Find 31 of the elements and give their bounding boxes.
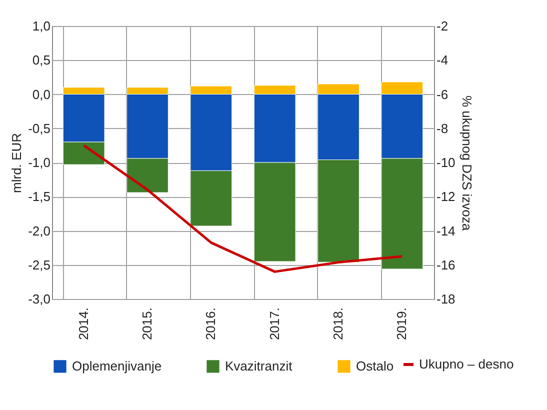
y-tick-label: 0,5: [32, 52, 50, 68]
y-tick-label: 1,0: [32, 18, 50, 34]
line-series: [82, 144, 404, 273]
y2-tick-label: -8: [436, 120, 448, 136]
x-tick-label: 2019.: [394, 308, 410, 340]
x-tick-label: 2014.: [76, 308, 91, 340]
y2-tick-label: -2: [436, 18, 448, 34]
x-tick-label: 2017.: [266, 308, 282, 340]
y-tick-label: -2,5: [28, 257, 50, 272]
x-tick-label: 2016.: [203, 308, 218, 340]
y2-tick-label: -6: [436, 86, 448, 102]
y2-axis-title: % ukupnog DZS izvoza: [459, 95, 474, 232]
y2-tick-label: -4: [436, 52, 448, 68]
x-tick-label: 2018.: [330, 308, 346, 340]
y-axis-title: mlrd. EUR: [9, 133, 24, 193]
legend-label: Kvazitranzit: [225, 358, 293, 374]
y-tick-label: -2,0: [28, 223, 50, 238]
y-tick-label: -0,5: [28, 120, 50, 136]
y-tick-label: 0,0: [32, 86, 50, 102]
legend-label: Ostalo: [356, 358, 394, 374]
y-tick-label: -1,0: [28, 155, 50, 170]
y2-tick-label: -14: [436, 223, 456, 238]
y-tick-label: -3,0: [28, 292, 50, 306]
y2-tick-label: -12: [436, 189, 456, 204]
x-tick-label: 2015.: [140, 308, 154, 340]
legend-label: Ukupno – desno: [419, 356, 514, 372]
y2-tick-label: -16: [436, 257, 456, 272]
legend-label: Oplemenjivanje: [72, 358, 162, 374]
y2-tick-label: -10: [436, 155, 456, 170]
y2-tick-label: -18: [436, 292, 456, 306]
y-tick-label: -1,5: [28, 189, 50, 204]
